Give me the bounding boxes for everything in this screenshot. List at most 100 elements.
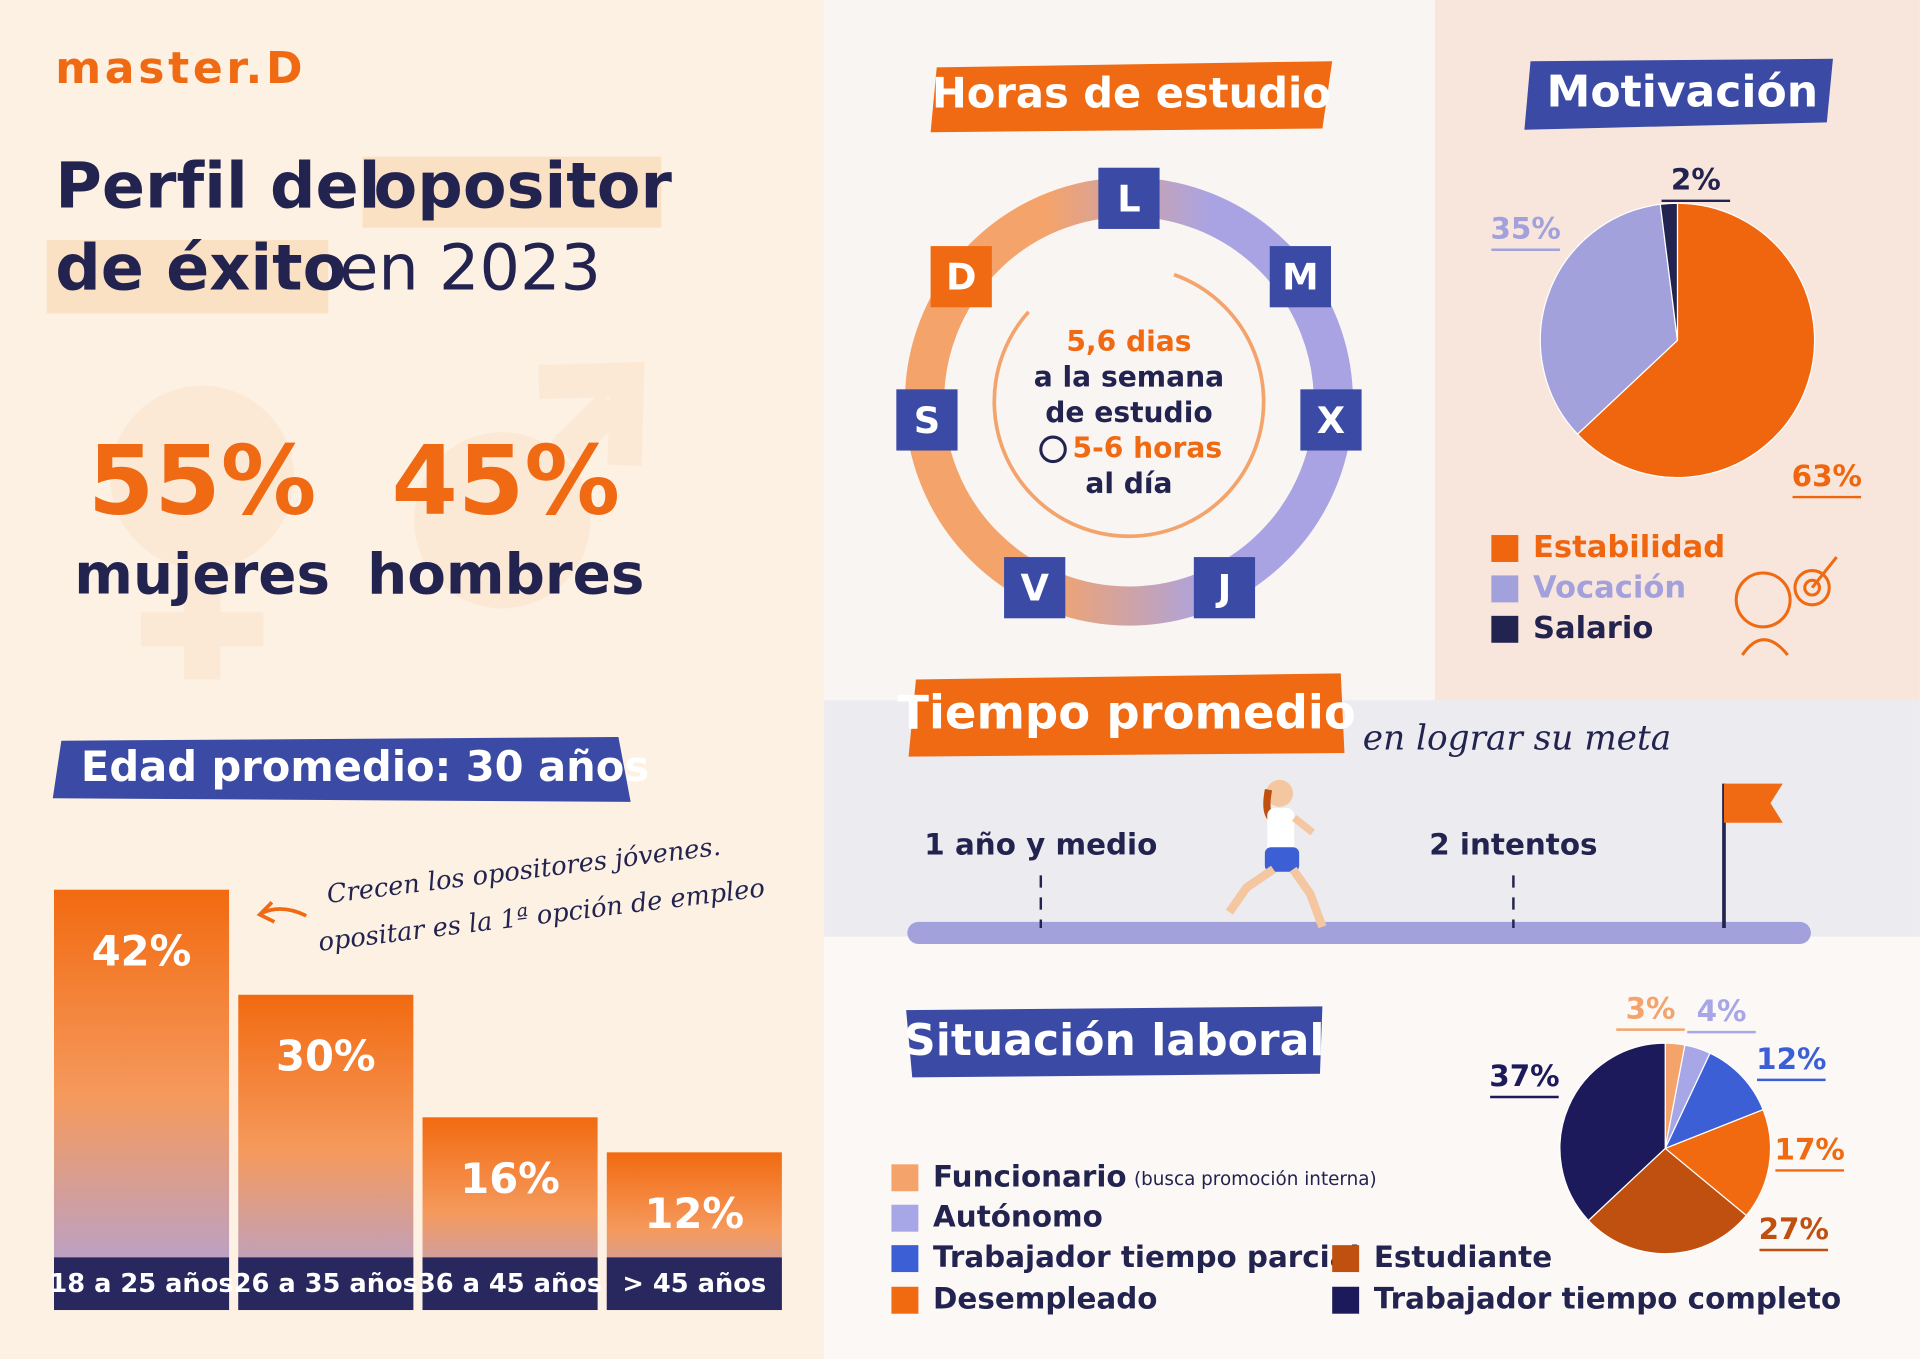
highlight	[362, 156, 662, 228]
legend-label: Vocación	[1533, 570, 1686, 605]
title: opositor	[374, 149, 673, 223]
title: Perfil del	[55, 149, 380, 223]
legend-label: Estabilidad	[1533, 530, 1725, 565]
day-box	[1269, 246, 1331, 308]
category-band	[606, 1257, 782, 1311]
day-box	[1098, 167, 1160, 229]
category-band	[54, 1257, 230, 1311]
legend-label: Salario	[1533, 611, 1653, 646]
title: de éxito	[55, 231, 346, 305]
gender-percent: 45%	[391, 425, 620, 537]
legend-swatch	[891, 1286, 919, 1314]
day-box	[930, 246, 992, 308]
gender-label: mujeres	[74, 543, 330, 608]
day-label: J	[1215, 567, 1232, 610]
value-label: 30%	[276, 1032, 376, 1081]
value-label: 37%	[1489, 1059, 1559, 1093]
category-band	[422, 1257, 598, 1311]
pie-slice	[1539, 203, 1679, 436]
legend-swatch	[891, 1245, 919, 1273]
inner-arrow	[992, 265, 1266, 539]
heading-box	[908, 673, 1345, 757]
heading-box	[1524, 58, 1833, 130]
pie-slice	[1559, 1042, 1666, 1222]
brand: master.D	[55, 43, 306, 94]
value-label: 3%	[1626, 992, 1676, 1026]
legend-label: Desempleado	[933, 1282, 1157, 1316]
x-tick-label: 26 a 35 años	[234, 1269, 418, 1299]
pie-slice	[1659, 202, 1679, 341]
legend-label: Trabajador tiempo completo	[1374, 1282, 1841, 1316]
day-box	[1300, 389, 1362, 451]
x-tick-label: 36 a 45 años	[418, 1269, 602, 1299]
legend-swatch	[1332, 1245, 1360, 1273]
day-box	[896, 389, 958, 451]
x-tick-label: > 45 años	[622, 1269, 766, 1299]
legend-swatch	[1332, 1286, 1360, 1314]
pie-slice	[1576, 202, 1816, 479]
value-label: 4%	[1697, 994, 1747, 1028]
legend-label: Funcionario	[933, 1159, 1127, 1193]
legend-swatch	[891, 1204, 919, 1232]
day-label: D	[946, 256, 976, 299]
value-label: 63%	[1792, 459, 1862, 493]
value-label: 42%	[92, 927, 192, 976]
legend-swatch	[1491, 615, 1519, 643]
annotation-arrow	[256, 901, 308, 924]
day-label: X	[1317, 399, 1345, 442]
legend-swatch	[891, 1164, 919, 1192]
value-label: 2%	[1671, 163, 1721, 197]
center-text: al día	[1085, 467, 1172, 500]
flag	[1723, 783, 1783, 823]
value-label: 27%	[1759, 1212, 1829, 1246]
gender-icons	[110, 361, 645, 680]
section-title: Horas de estudio	[932, 69, 1331, 118]
milestone: 2 intentos	[1429, 828, 1597, 862]
legend-label: Estudiante	[1374, 1240, 1552, 1274]
subtitle: en lograr su meta	[1363, 719, 1671, 759]
bar	[54, 889, 230, 1311]
legend-label: Trabajador tiempo parcial	[933, 1240, 1360, 1274]
chart-title: Edad promedio: 30 años	[81, 742, 649, 791]
title: en 2023	[339, 231, 601, 305]
value-label: 12%	[645, 1189, 745, 1238]
center-text: 5,6 dias	[1066, 325, 1191, 358]
center-text: de estudio	[1045, 396, 1212, 429]
heading-box	[930, 61, 1333, 133]
legend-label: Autónomo	[933, 1200, 1103, 1234]
x-tick-label: 18 a 25 años	[49, 1269, 233, 1299]
section-title: Tiempo promedio	[897, 686, 1356, 740]
pie-slice	[1664, 1108, 1772, 1217]
pie-slice	[1587, 1147, 1748, 1255]
day-label: V	[1020, 567, 1049, 610]
day-box	[1004, 557, 1066, 619]
gender-percent: 55%	[88, 425, 317, 537]
runner	[1225, 779, 1327, 929]
highlight	[46, 239, 329, 314]
day-label: S	[914, 399, 940, 442]
center-text: 5-6 horas	[1073, 431, 1223, 464]
value-label: 35%	[1490, 212, 1560, 246]
heading-box	[52, 737, 631, 802]
milestone: 1 año y medio	[924, 828, 1157, 862]
clock-icon	[1039, 435, 1067, 464]
pie-slice	[1663, 1052, 1764, 1150]
center-text: a la semana	[1034, 360, 1224, 393]
value-label: 12%	[1756, 1042, 1826, 1076]
value-label: 17%	[1775, 1132, 1845, 1166]
person-icon	[1734, 556, 1838, 656]
value-label: 16%	[460, 1154, 560, 1203]
chart-title: Situación laboral	[904, 1015, 1324, 1066]
heading-box	[906, 1006, 1323, 1078]
legend-note: (busca promoción interna)	[1134, 1169, 1377, 1190]
legend-swatch	[1491, 575, 1519, 603]
day-label: M	[1282, 256, 1319, 299]
chart-title: Motivación	[1547, 66, 1819, 117]
day-label: L	[1117, 177, 1140, 220]
gender-label: hombres	[367, 543, 644, 608]
day-box	[1193, 557, 1256, 619]
category-band	[238, 1257, 414, 1311]
legend-swatch	[1491, 535, 1519, 562]
